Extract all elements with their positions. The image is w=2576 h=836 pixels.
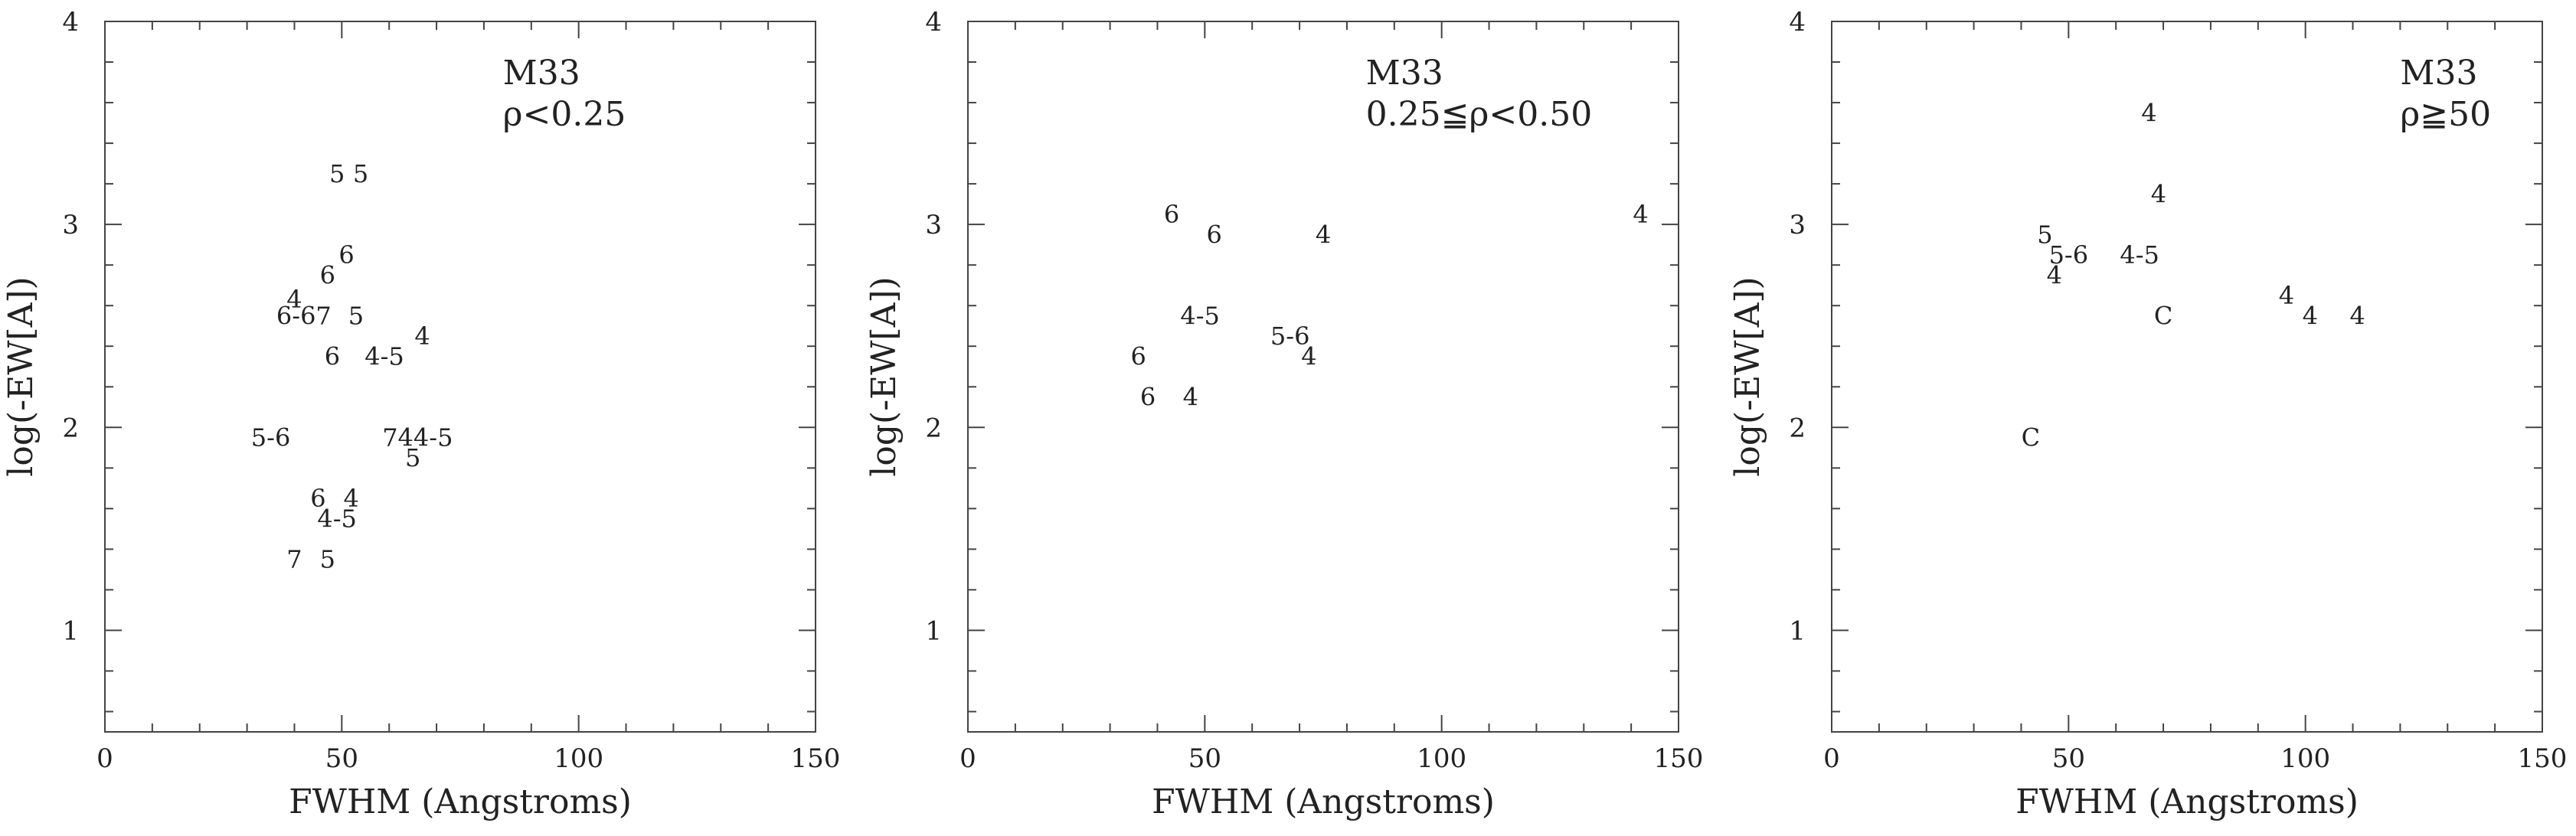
chart-annotation: M33 xyxy=(2400,54,2477,93)
y-axis-label: log(-EW[A]) xyxy=(1728,276,1767,476)
chart-annotation: ρ<0.25 xyxy=(503,95,626,134)
chart-annotation: 0.25≦ρ<0.50 xyxy=(1366,95,1593,134)
chart-annotation: ρ≧50 xyxy=(2400,95,2491,134)
x-tick-label: 50 xyxy=(325,743,358,774)
data-point: 5 xyxy=(353,159,368,188)
x-tick-label: 100 xyxy=(1417,743,1466,774)
data-point: 5 xyxy=(329,159,345,188)
data-point: 4 xyxy=(2151,179,2166,208)
data-point: 5 xyxy=(2037,220,2052,249)
x-tick-label: 0 xyxy=(96,743,113,774)
y-tick-label: 3 xyxy=(1789,210,1806,240)
y-tick-label: 1 xyxy=(925,616,942,646)
x-tick-label: 100 xyxy=(2280,743,2330,774)
y-tick-label: 2 xyxy=(1789,413,1806,443)
y-axis-label: log(-EW[A]) xyxy=(2,276,41,476)
plot-frame xyxy=(104,21,816,733)
y-tick-label: 4 xyxy=(62,7,79,38)
chart-annotation: M33 xyxy=(1366,54,1443,93)
data-point: 5-6 xyxy=(2049,240,2089,269)
plot-frame xyxy=(1831,21,2543,733)
data-point: 6 xyxy=(320,260,335,289)
data-point: 4 xyxy=(2350,301,2365,330)
chart-panel-3: 0 50 100 150 1 2 3 4 FWHM (Angstroms) log(-EW[A])… xyxy=(1728,7,2567,821)
x-tick-label: 150 xyxy=(2518,743,2568,774)
x-tick-label: 0 xyxy=(959,743,976,774)
data-point: 6 xyxy=(325,341,340,371)
y-tick-label: 2 xyxy=(62,413,79,443)
data-point: 5-6 xyxy=(251,423,291,452)
data-point: 6 xyxy=(1164,200,1179,229)
x-tick-label: 150 xyxy=(791,743,841,774)
data-point: 5 xyxy=(348,301,364,330)
data-point: C xyxy=(2022,423,2040,452)
data-point: 4 xyxy=(1316,220,1331,249)
data-point: 6 xyxy=(1207,220,1222,249)
x-tick-label: 0 xyxy=(1823,743,1840,774)
data-point: 4 xyxy=(2047,260,2062,289)
x-tick-label: 50 xyxy=(2052,743,2085,774)
y-tick-label: 1 xyxy=(1789,616,1806,646)
y-tick-label: 1 xyxy=(62,616,79,646)
data-point: 5 xyxy=(320,545,335,574)
data-point: 4 xyxy=(1633,200,1648,229)
data-point: 4 xyxy=(1301,341,1316,371)
y-tick-label: 4 xyxy=(1789,7,1806,38)
data-point: 4-5 xyxy=(317,505,357,534)
x-tick-label: 150 xyxy=(1654,743,1704,774)
x-axis-label: FWHM (Angstroms) xyxy=(2015,782,2359,821)
data-point: 6 xyxy=(310,484,325,513)
data-point: 4 xyxy=(2141,98,2156,127)
x-tick-label: 100 xyxy=(554,743,603,774)
data-point: 4 xyxy=(2303,301,2318,330)
x-tick-label: 50 xyxy=(1188,743,1221,774)
data-point: 4 xyxy=(286,285,302,314)
data-point: 6 xyxy=(338,240,354,269)
data-point: 4-5 xyxy=(364,341,404,371)
data-point: 6-67 xyxy=(276,301,332,330)
chart-panel-1: 0 50 100 150 1 2 3 4 FWHM (Angstroms) log(-EW[A])… xyxy=(2,7,840,821)
y-tick-label: 3 xyxy=(925,210,942,240)
data-point: C xyxy=(2154,301,2172,330)
data-point: 4 xyxy=(344,484,359,513)
data-point: 4-5 xyxy=(2120,240,2159,269)
plot-frame xyxy=(967,21,1679,733)
y-tick-label: 3 xyxy=(62,210,79,240)
y-tick-label: 4 xyxy=(925,7,942,38)
data-point: 7 xyxy=(286,545,302,574)
data-point: 744-5 xyxy=(382,423,453,452)
data-point: 4 xyxy=(414,322,430,351)
data-point: 5-6 xyxy=(1270,322,1310,351)
data-point: 4 xyxy=(1183,383,1198,412)
data-point: 5 xyxy=(405,443,420,472)
y-axis-label: log(-EW[A]) xyxy=(865,276,904,476)
x-axis-label: FWHM (Angstroms) xyxy=(289,782,632,821)
data-point: 6 xyxy=(1131,341,1146,371)
data-point: 4-5 xyxy=(1180,301,1220,330)
x-axis-label: FWHM (Angstroms) xyxy=(1152,782,1495,821)
data-point: 4 xyxy=(2279,281,2294,310)
data-point: 6 xyxy=(1140,383,1156,412)
chart-panel-2: 0 50 100 150 1 2 3 4 FWHM (Angstroms) log(-EW[A])… xyxy=(865,7,1703,821)
y-tick-label: 2 xyxy=(925,413,942,443)
chart-annotation: M33 xyxy=(503,54,580,93)
